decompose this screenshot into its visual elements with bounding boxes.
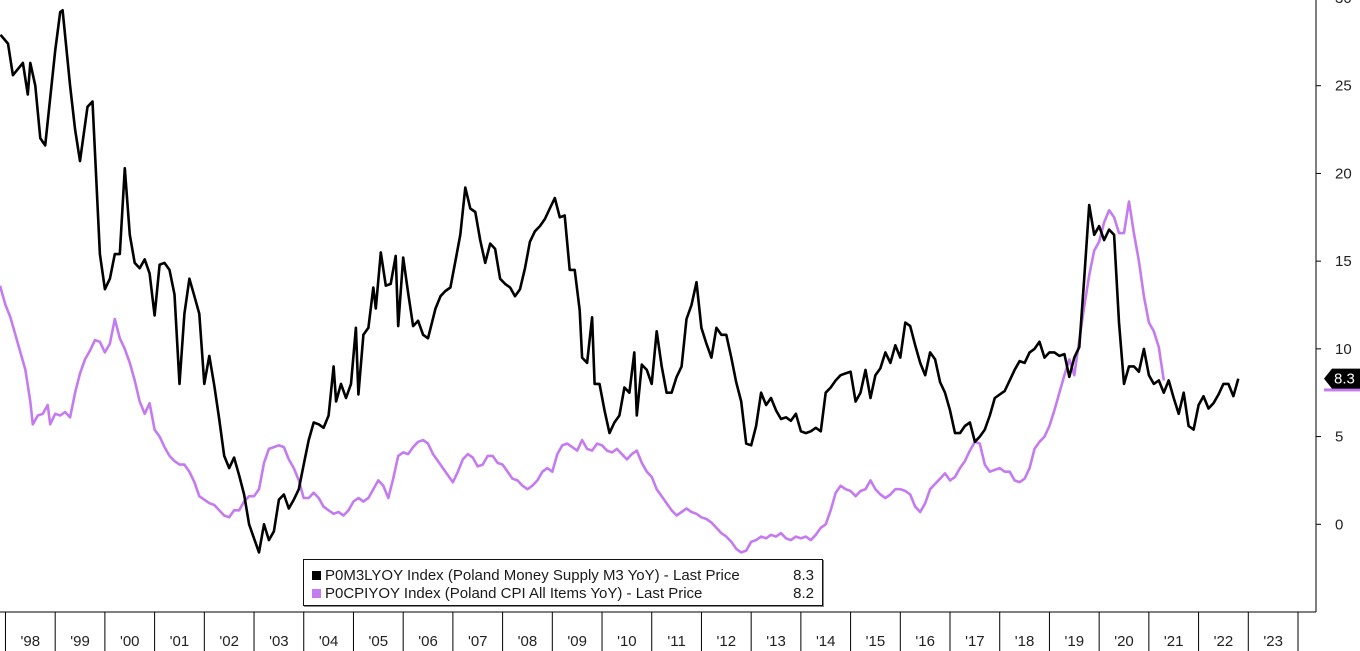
x-tick-label: '20 [1114, 633, 1134, 650]
y-tick-label: 0 [1335, 516, 1343, 533]
x-tick-label: '22 [1214, 633, 1234, 650]
x-tick-label: '16 [915, 633, 935, 650]
x-tick-label: '15 [866, 633, 886, 650]
x-tick-label: '00 [120, 633, 140, 650]
legend-label-cpi: P0CPIYOY Index (Poland CPI All Items YoY… [325, 584, 703, 602]
plot-lines [0, 9, 1240, 554]
legend-item-cpi: P0CPIYOY Index (Poland CPI All Items YoY… [312, 584, 814, 602]
x-tick-label: '09 [567, 633, 587, 650]
x-tick-label: '07 [468, 633, 488, 650]
x-tick-label: '21 [1164, 633, 1184, 650]
x-tick-label: '08 [518, 633, 538, 650]
legend-item-m3: P0M3LYOY Index (Poland Money Supply M3 Y… [312, 566, 814, 584]
x-tick-label: '19 [1065, 633, 1085, 650]
x-tick-label: '18 [1015, 633, 1035, 650]
m3-last-price-value: 8.3 [1334, 371, 1355, 388]
legend-swatch-m3 [312, 570, 321, 580]
x-tick-label: '10 [617, 633, 637, 650]
y-tick-label: 15 [1335, 253, 1352, 270]
chart-legend: P0M3LYOY Index (Poland Money Supply M3 Y… [303, 559, 823, 606]
m3-last-price-marker [1324, 368, 1360, 389]
legend-value-cpi: 8.2 [793, 584, 814, 602]
y-tick-label: 10 [1335, 341, 1352, 358]
x-tick-label: '13 [766, 633, 786, 650]
y-axis: 0 5 10 15 20 25 30 [1315, 0, 1352, 612]
x-tick-label: '17 [965, 633, 985, 650]
x-tick-label: '14 [816, 633, 836, 650]
legend-value-m3: 8.3 [793, 566, 814, 584]
legend-label-m3: P0M3LYOY Index (Poland Money Supply M3 Y… [325, 566, 740, 584]
x-tick-label: '99 [70, 633, 90, 650]
cpi-last-price-marker [1324, 388, 1360, 392]
x-tick-label: '01 [170, 633, 190, 650]
x-tick-label: '12 [717, 633, 737, 650]
x-tick-label: '04 [319, 633, 339, 650]
y-tick-label: 20 [1335, 165, 1352, 182]
x-tick-label: '98 [21, 633, 41, 650]
legend-swatch-cpi [312, 588, 321, 598]
y-tick-label: 5 [1335, 429, 1343, 446]
x-axis: '98 '99 '00 '01 '02 '03 '04 '05 '06 '07 '08 '09 '10 '… [0, 611, 1316, 651]
x-tick-label: '11 [667, 633, 685, 650]
x-tick-label: '03 [269, 633, 289, 650]
last-price-markers: 8.3 [1324, 368, 1360, 392]
series-line-cpi [0, 200, 1166, 554]
x-tick-label: '23 [1263, 633, 1283, 650]
x-tick-label: '05 [369, 633, 389, 650]
x-tick-label: '02 [219, 633, 239, 650]
x-tick-label: '06 [418, 633, 438, 650]
y-tick-label: 25 [1335, 78, 1352, 95]
series-line-m3 [0, 9, 1240, 554]
y-tick-label: 30 [1335, 0, 1352, 7]
